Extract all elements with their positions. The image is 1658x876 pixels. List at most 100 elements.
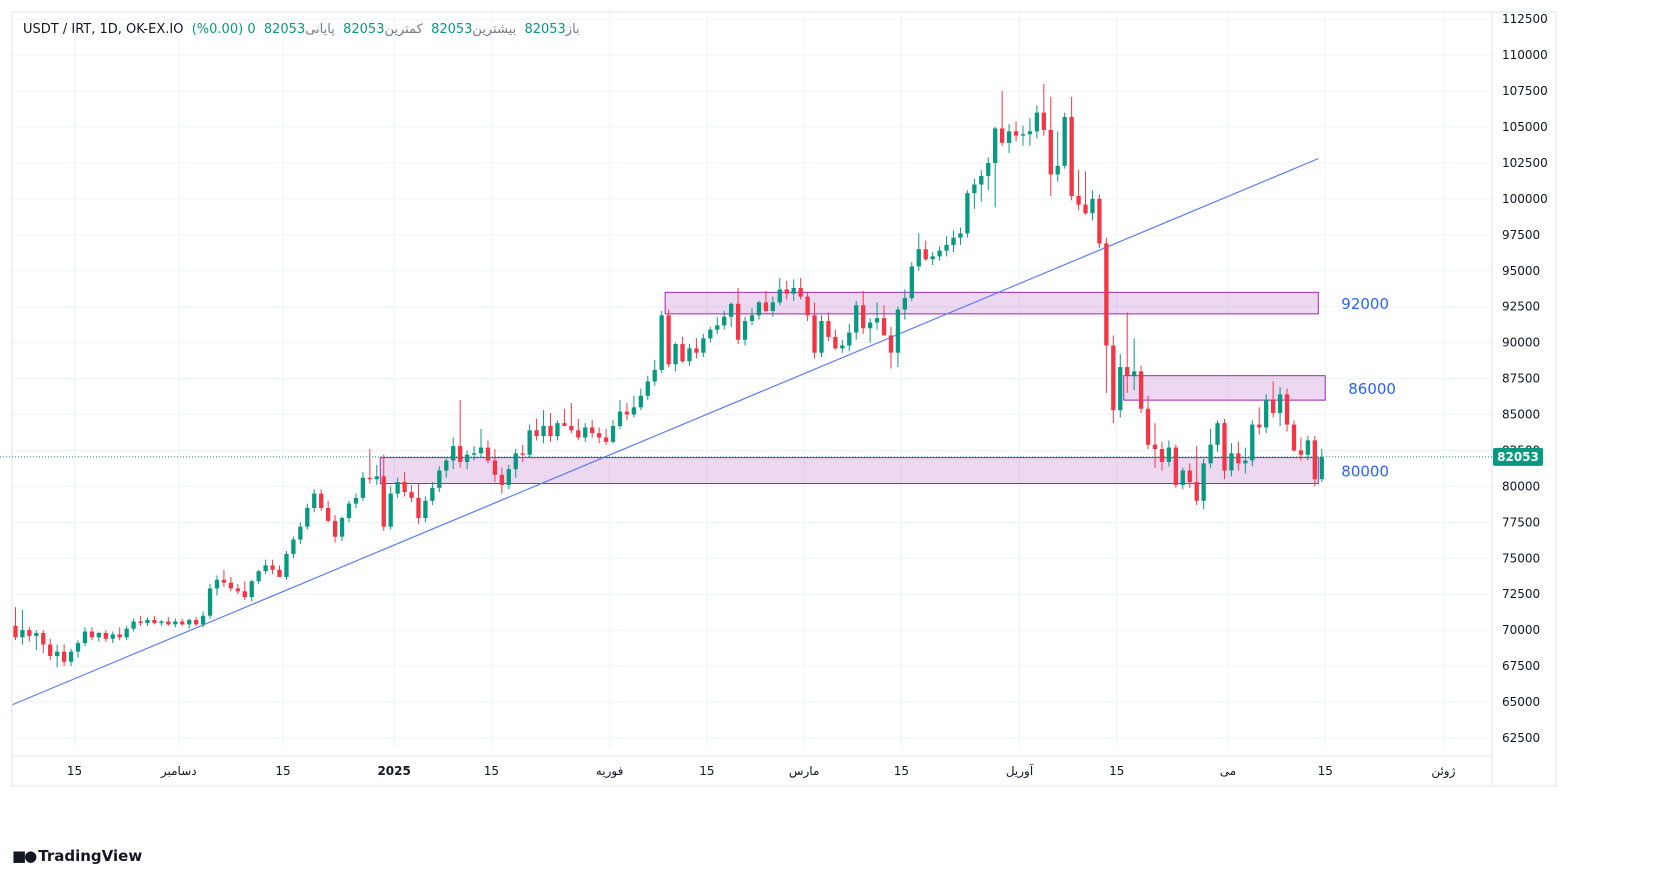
candle-body xyxy=(256,571,261,582)
price-tick-label: 90000 xyxy=(1502,336,1540,350)
candle-body xyxy=(1257,424,1262,428)
candle-body xyxy=(1284,394,1290,425)
time-tick-label: 15 xyxy=(894,764,909,778)
candle-body xyxy=(61,651,67,662)
candle-body xyxy=(353,497,359,504)
candle-body xyxy=(1166,447,1172,462)
candle-body xyxy=(48,644,53,656)
price-tick-label: 112500 xyxy=(1502,12,1548,26)
candle-body xyxy=(576,430,581,438)
symbol-label[interactable]: USDT / IRT, 1D, OK-EX.IO xyxy=(23,22,184,37)
tradingview-logo[interactable]: ■● TradingView xyxy=(12,847,142,865)
candle-body xyxy=(166,621,171,625)
candle-body xyxy=(999,128,1005,143)
candle-body xyxy=(277,569,282,577)
candle-body xyxy=(374,476,379,480)
candle-body xyxy=(867,322,873,329)
candle-body xyxy=(221,579,227,583)
time-tick-label: ژوئن xyxy=(1431,764,1455,779)
candle-body xyxy=(360,477,366,498)
candle-body xyxy=(1020,134,1026,136)
candle-body xyxy=(715,325,720,330)
candle-body xyxy=(833,336,838,349)
candle-body xyxy=(520,453,525,455)
time-tick-label: دسامبر xyxy=(160,764,197,779)
candle-body xyxy=(1125,367,1130,376)
low-label: کمترین xyxy=(384,22,423,37)
candle-body xyxy=(840,345,845,349)
candle-body xyxy=(729,303,734,317)
candle-body xyxy=(159,621,164,623)
candle-body xyxy=(562,423,567,426)
close-label: پایانی xyxy=(305,22,335,37)
candle-body xyxy=(402,482,407,493)
candle-body xyxy=(1298,450,1304,455)
candle-body xyxy=(763,302,769,311)
candle-body xyxy=(103,633,108,639)
candle-body xyxy=(652,369,657,382)
change-value: 0 (0.00%) xyxy=(191,22,256,37)
candle-body xyxy=(812,315,817,353)
chart-legend: USDT / IRT, 1D, OK-EX.IO باز82053 بیشتری… xyxy=(23,22,580,37)
candle-body xyxy=(1159,449,1165,462)
zone-rect xyxy=(1123,375,1326,401)
candle-body xyxy=(874,318,880,323)
price-tick-label: 105000 xyxy=(1502,120,1548,134)
candle-body xyxy=(986,162,991,176)
candle-body xyxy=(1222,423,1227,471)
candle-body xyxy=(1194,482,1199,501)
time-tick-label: 15 xyxy=(1318,764,1333,778)
candle-body xyxy=(325,507,331,521)
candle-body xyxy=(847,332,852,346)
candle-body xyxy=(1152,444,1158,449)
zone-label: 92000 xyxy=(1341,295,1389,313)
candle-body xyxy=(638,395,643,408)
candle-body xyxy=(471,453,477,455)
candle-body xyxy=(555,423,560,437)
candle-body xyxy=(305,507,310,527)
time-tick-label: 15 xyxy=(275,764,290,778)
candle-body xyxy=(1118,367,1123,411)
open-value: 82053 xyxy=(524,22,566,37)
time-tick-label: فوریه xyxy=(596,764,624,779)
candle-body xyxy=(569,426,574,431)
time-tick-label: 15 xyxy=(67,764,82,778)
candle-body xyxy=(631,407,637,415)
candle-body xyxy=(770,302,775,311)
candle-body xyxy=(902,298,908,310)
candle-body xyxy=(451,446,456,461)
candle-body xyxy=(332,520,338,537)
price-tick-label: 80000 xyxy=(1502,479,1540,493)
candle-body xyxy=(1243,460,1248,464)
candle-body xyxy=(805,296,810,316)
candle-body xyxy=(541,426,546,437)
last-price-label: 82053 xyxy=(1497,450,1539,464)
candle-body xyxy=(1236,453,1241,464)
candle-body xyxy=(527,430,532,455)
candle-body xyxy=(888,335,894,353)
candle-body xyxy=(1138,371,1144,409)
candle-body xyxy=(214,579,220,589)
candle-body xyxy=(701,338,706,353)
time-tick-label: 15 xyxy=(1109,764,1124,778)
candle-body xyxy=(1312,440,1317,480)
candle-body xyxy=(41,633,46,645)
zone-rect xyxy=(664,291,1319,315)
price-tick-label: 67500 xyxy=(1502,659,1540,673)
candle-body xyxy=(1111,345,1116,411)
candle-body xyxy=(735,303,741,340)
trendline xyxy=(11,158,1319,706)
candle-body xyxy=(1097,198,1102,244)
price-tick-label: 102500 xyxy=(1502,156,1548,170)
candle-body xyxy=(1069,116,1074,196)
candle-body xyxy=(131,621,136,629)
candle-body xyxy=(617,411,623,426)
price-tick-label: 110000 xyxy=(1502,48,1548,62)
candle-body xyxy=(235,588,240,592)
candle-body xyxy=(298,526,303,540)
candle-body xyxy=(1076,196,1081,205)
candle-body xyxy=(319,493,324,508)
tradingview-brand-text: TradingView xyxy=(38,847,143,865)
candle-body xyxy=(624,411,630,415)
